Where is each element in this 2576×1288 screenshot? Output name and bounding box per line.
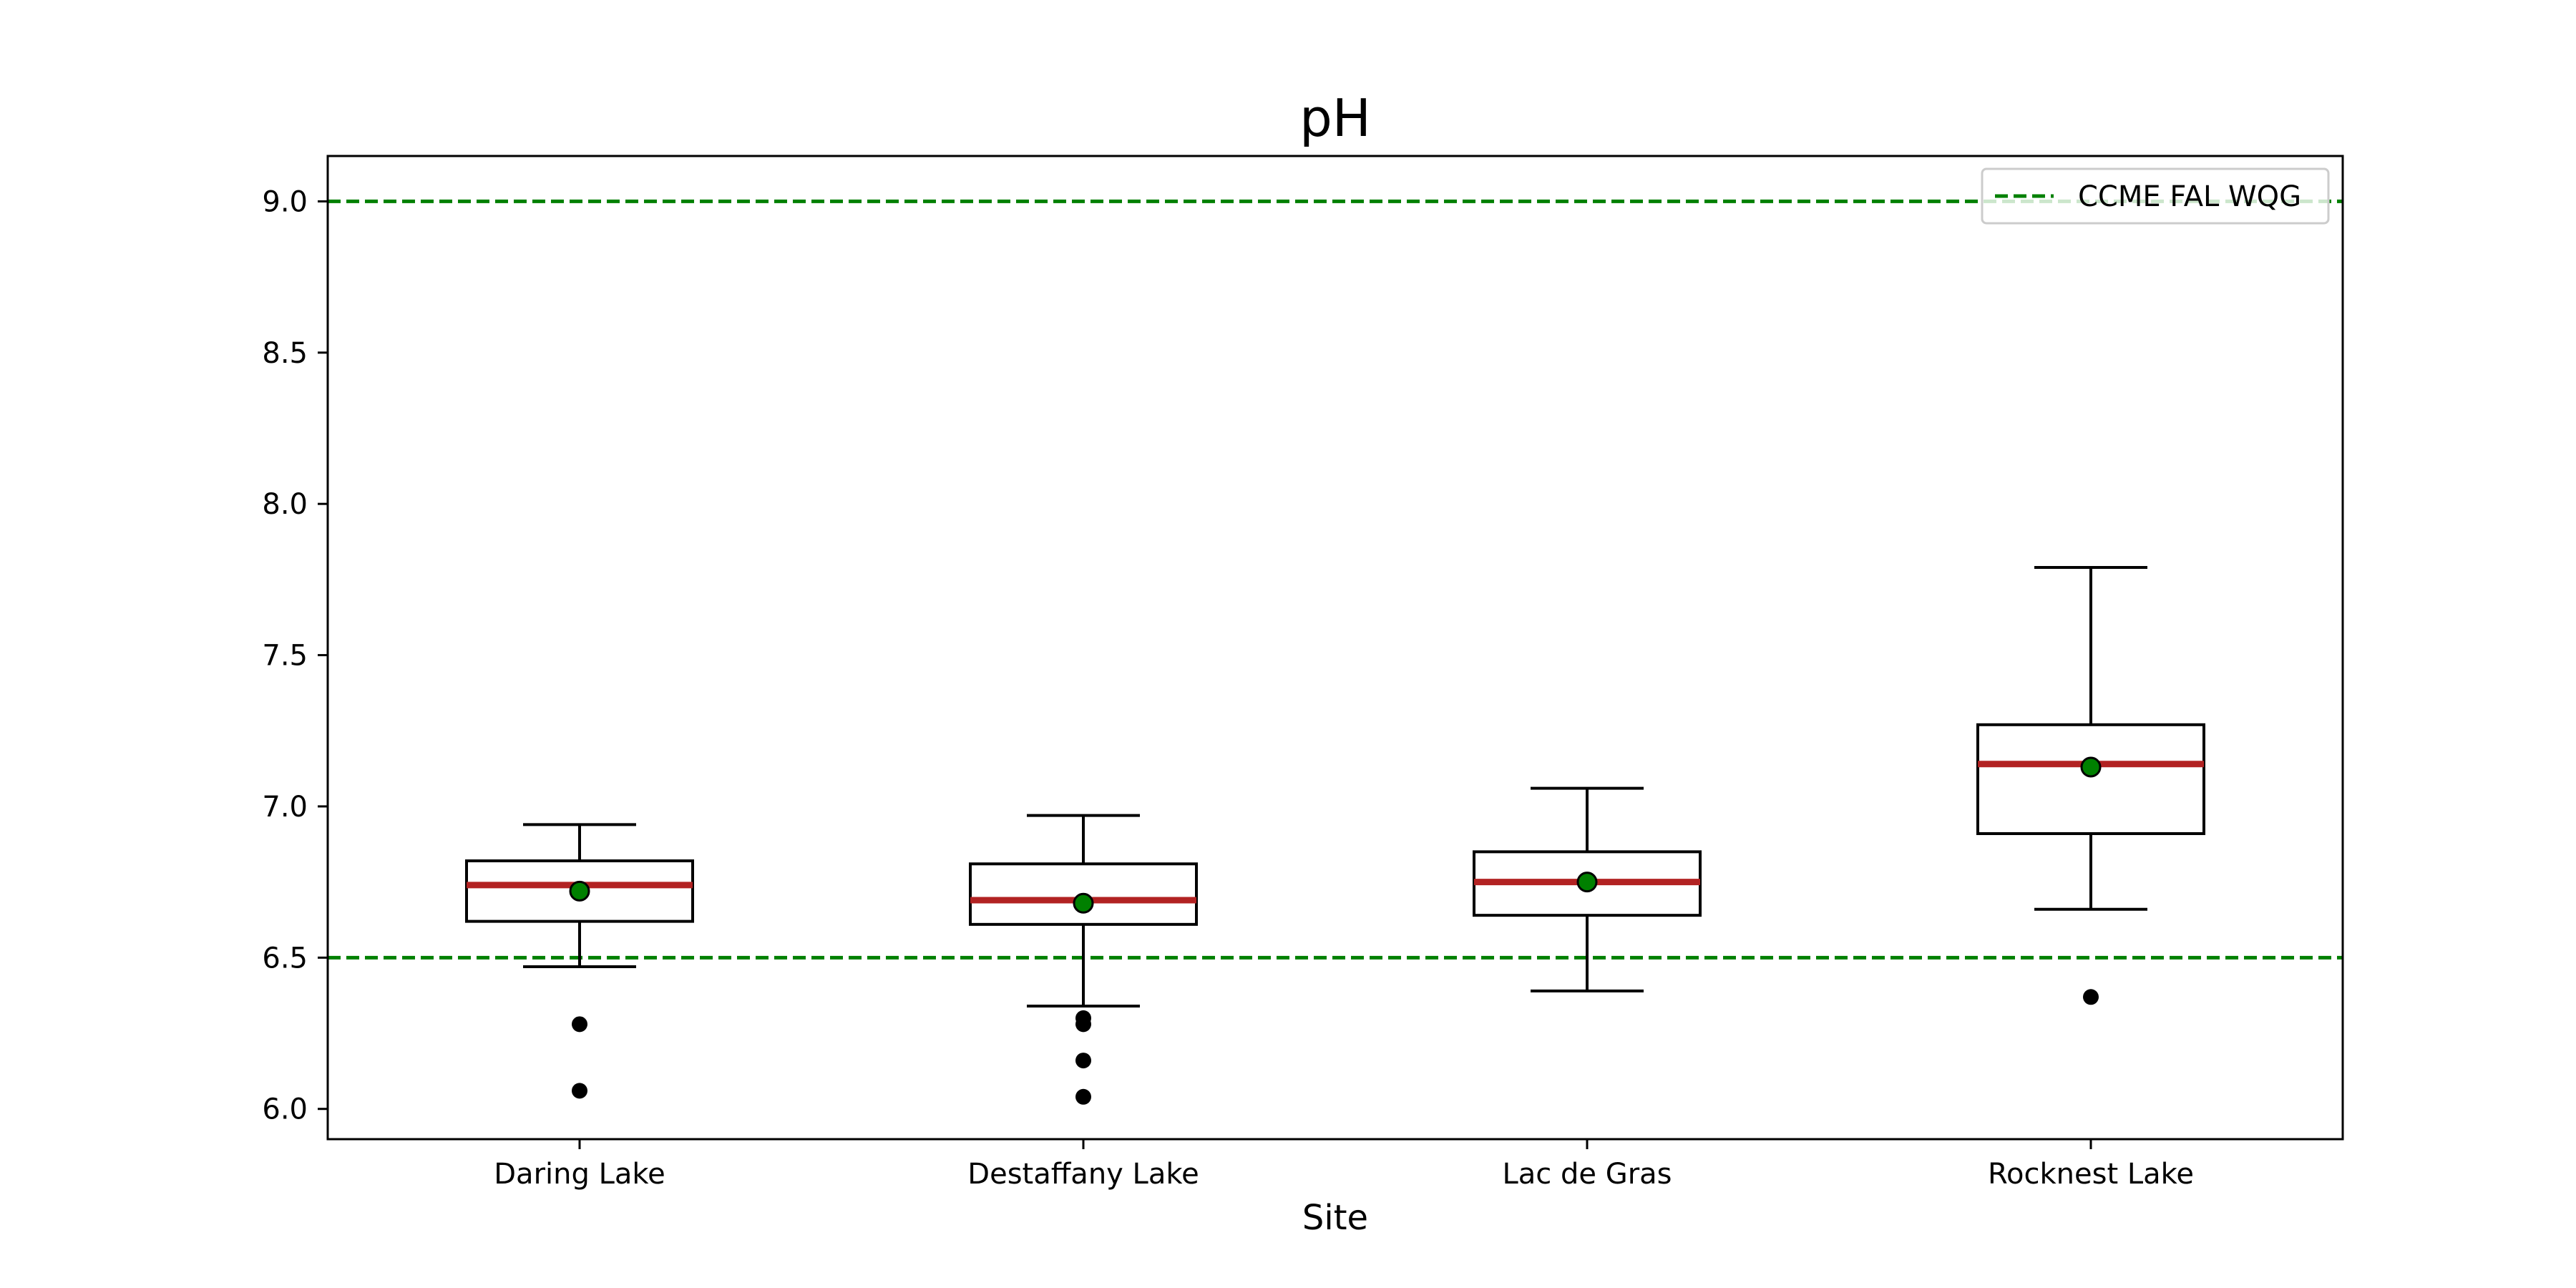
y-tick-label: 7.5 bbox=[262, 640, 308, 673]
x-tick-label: Daring Lake bbox=[494, 1158, 665, 1191]
x-tick-label: Lac de Gras bbox=[1502, 1158, 1672, 1191]
outlier-point bbox=[1075, 1088, 1091, 1105]
box-group-1 bbox=[969, 814, 1198, 1105]
outlier-point bbox=[572, 1016, 587, 1033]
box-group-3 bbox=[1976, 565, 2205, 1005]
x-tick-label: Rocknest Lake bbox=[1988, 1158, 2194, 1191]
outlier-point bbox=[2083, 989, 2099, 1005]
mean-marker bbox=[1073, 892, 1094, 914]
axes: 6.0 6.5 7.0 7.5 8.0 8.5 9.0 Daring Lake Destaffa… bbox=[262, 155, 2344, 1191]
plot-frame bbox=[326, 155, 2344, 1141]
iqr-box bbox=[465, 859, 694, 923]
y-tick-label: 8.5 bbox=[262, 337, 308, 370]
mean-marker bbox=[2080, 756, 2102, 778]
iqr-box bbox=[1976, 723, 2205, 836]
x-axis-label: Site bbox=[1302, 1198, 1368, 1238]
box-group-0 bbox=[465, 823, 694, 1099]
outlier-point bbox=[572, 1083, 587, 1099]
legend-label: CCME FAL WQG bbox=[2078, 180, 2301, 213]
y-tick-label: 6.5 bbox=[262, 942, 308, 975]
legend: CCME FAL WQG bbox=[1981, 167, 2330, 225]
plot-area bbox=[328, 199, 2343, 1105]
x-tick-label: Destaffany Lake bbox=[967, 1158, 1199, 1191]
y-tick-label: 8.0 bbox=[262, 488, 308, 521]
mean-marker bbox=[569, 880, 590, 902]
outlier-point bbox=[1075, 1016, 1091, 1033]
box-group-2 bbox=[1473, 786, 1702, 992]
chart-title: pH bbox=[1299, 88, 1371, 148]
legend-box bbox=[1981, 167, 2330, 225]
y-tick-label: 9.0 bbox=[262, 185, 308, 218]
mean-marker bbox=[1576, 872, 1598, 893]
outlier-point bbox=[1075, 1053, 1091, 1069]
y-tick-label: 6.0 bbox=[262, 1093, 308, 1126]
y-tick-label: 7.0 bbox=[262, 791, 308, 824]
